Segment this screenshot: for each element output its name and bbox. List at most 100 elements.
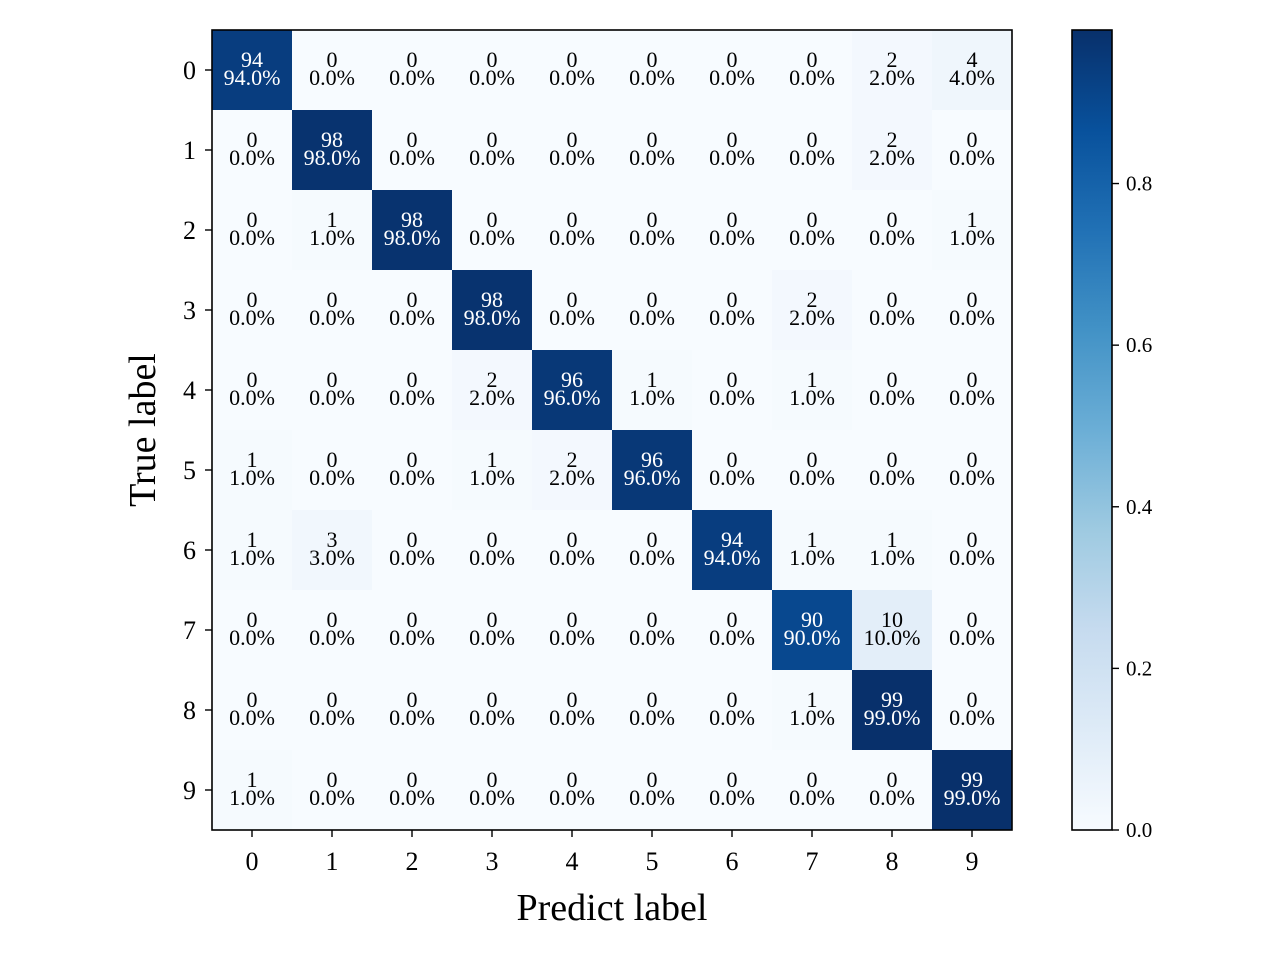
heatmap-cell (292, 350, 373, 431)
heatmap-cell (452, 30, 533, 111)
cell-percent-label: 0.0% (629, 145, 675, 170)
cell-percent-label: 1.0% (229, 545, 275, 570)
cell-count-label: 0 (247, 207, 258, 232)
cell-count-label: 0 (647, 127, 658, 152)
cell-count-label: 0 (487, 527, 498, 552)
cell-count-label: 0 (567, 767, 578, 792)
heatmap-cell (612, 270, 693, 351)
cell-percent-label: 0.0% (309, 465, 355, 490)
heatmap-cell (692, 670, 773, 751)
cell-percent-label: 0.0% (309, 705, 355, 730)
cell-percent-label: 90.0% (784, 625, 841, 650)
cell-percent-label: 2.0% (869, 145, 915, 170)
heatmap-cell (452, 590, 533, 671)
x-tick-label: 0 (246, 847, 259, 876)
heatmap-cell (452, 350, 533, 431)
y-tick-label: 2 (183, 216, 196, 245)
cell-count-label: 0 (727, 687, 738, 712)
cell-percent-label: 2.0% (549, 465, 595, 490)
cell-count-label: 3 (327, 527, 338, 552)
heatmap-cell (212, 270, 293, 351)
cell-count-label: 1 (807, 687, 818, 712)
heatmap-cell (452, 110, 533, 191)
heatmap-cell (852, 350, 933, 431)
heatmap-cell (372, 510, 453, 591)
cell-count-label: 94 (241, 47, 263, 72)
heatmap-cell (532, 670, 613, 751)
cell-percent-label: 0.0% (549, 305, 595, 330)
heatmap-cell (212, 430, 293, 511)
cell-percent-label: 1.0% (789, 545, 835, 570)
cell-percent-label: 0.0% (949, 545, 995, 570)
cell-count-label: 0 (887, 287, 898, 312)
heatmap-cell (612, 350, 693, 431)
cell-count-label: 1 (327, 207, 338, 232)
heatmap-cell (532, 590, 613, 671)
heatmap-cell (932, 590, 1013, 671)
heatmap-cell (292, 30, 373, 111)
heatmap-cell (452, 430, 533, 511)
heatmap-cell (532, 270, 613, 351)
x-tick-label: 7 (806, 847, 819, 876)
cell-count-label: 4 (967, 47, 978, 72)
x-tick-label: 3 (486, 847, 499, 876)
cell-count-label: 98 (401, 207, 423, 232)
heatmap-cell (292, 110, 373, 191)
cell-percent-label: 2.0% (789, 305, 835, 330)
cell-percent-label: 1.0% (309, 225, 355, 250)
heatmap-cell (852, 110, 933, 191)
cell-count-label: 0 (727, 47, 738, 72)
cell-count-label: 0 (967, 527, 978, 552)
cell-percent-label: 0.0% (389, 305, 435, 330)
cell-count-label: 0 (567, 47, 578, 72)
cell-count-label: 0 (887, 207, 898, 232)
cell-percent-label: 0.0% (709, 625, 755, 650)
heatmap-cell (532, 350, 613, 431)
heatmap-cell (772, 670, 853, 751)
cell-percent-label: 0.0% (949, 705, 995, 730)
colorbar-tick-label: 0.8 (1126, 172, 1152, 196)
heatmap-cell (852, 430, 933, 511)
cell-percent-label: 0.0% (229, 625, 275, 650)
cell-percent-label: 0.0% (549, 625, 595, 650)
cell-percent-label: 0.0% (629, 625, 675, 650)
cell-percent-label: 10.0% (864, 625, 921, 650)
cell-count-label: 98 (481, 287, 503, 312)
heatmap-cell (772, 270, 853, 351)
cell-count-label: 0 (647, 287, 658, 312)
cell-percent-label: 0.0% (389, 545, 435, 570)
cell-count-label: 0 (727, 127, 738, 152)
cell-percent-label: 0.0% (709, 785, 755, 810)
heatmap-cell (212, 670, 293, 751)
cell-percent-label: 0.0% (549, 545, 595, 570)
heatmap-cell (372, 110, 453, 191)
cell-percent-label: 0.0% (789, 65, 835, 90)
heatmap-cell (212, 750, 293, 831)
cell-count-label: 0 (887, 447, 898, 472)
colorbar: 0.0 0.2 0.4 0.6 0.8 (1071, 29, 1153, 842)
cell-count-label: 98 (321, 127, 343, 152)
cell-count-label: 0 (247, 287, 258, 312)
cell-percent-label: 0.0% (629, 705, 675, 730)
heatmap-cell (372, 590, 453, 671)
colorbar-tick-label: 0.0 (1126, 818, 1152, 842)
x-tick-label: 6 (726, 847, 739, 876)
heatmap-cell (772, 350, 853, 431)
heatmap-cell (212, 590, 293, 671)
heatmap-cell (612, 590, 693, 671)
heatmap-cell (692, 750, 773, 831)
cell-percent-label: 1.0% (229, 465, 275, 490)
cell-count-label: 0 (887, 367, 898, 392)
cell-percent-label: 0.0% (469, 65, 515, 90)
heatmap-cell (772, 590, 853, 671)
heatmap-cell (292, 750, 373, 831)
heatmap-cell (212, 510, 293, 591)
cell-count-label: 0 (327, 47, 338, 72)
heatmap-cell (372, 270, 453, 351)
heatmap-cell (852, 510, 933, 591)
cell-percent-label: 0.0% (709, 465, 755, 490)
x-axis-title: Predict label (517, 887, 708, 929)
heatmap-cell (532, 430, 613, 511)
heatmap-cell (692, 590, 773, 671)
